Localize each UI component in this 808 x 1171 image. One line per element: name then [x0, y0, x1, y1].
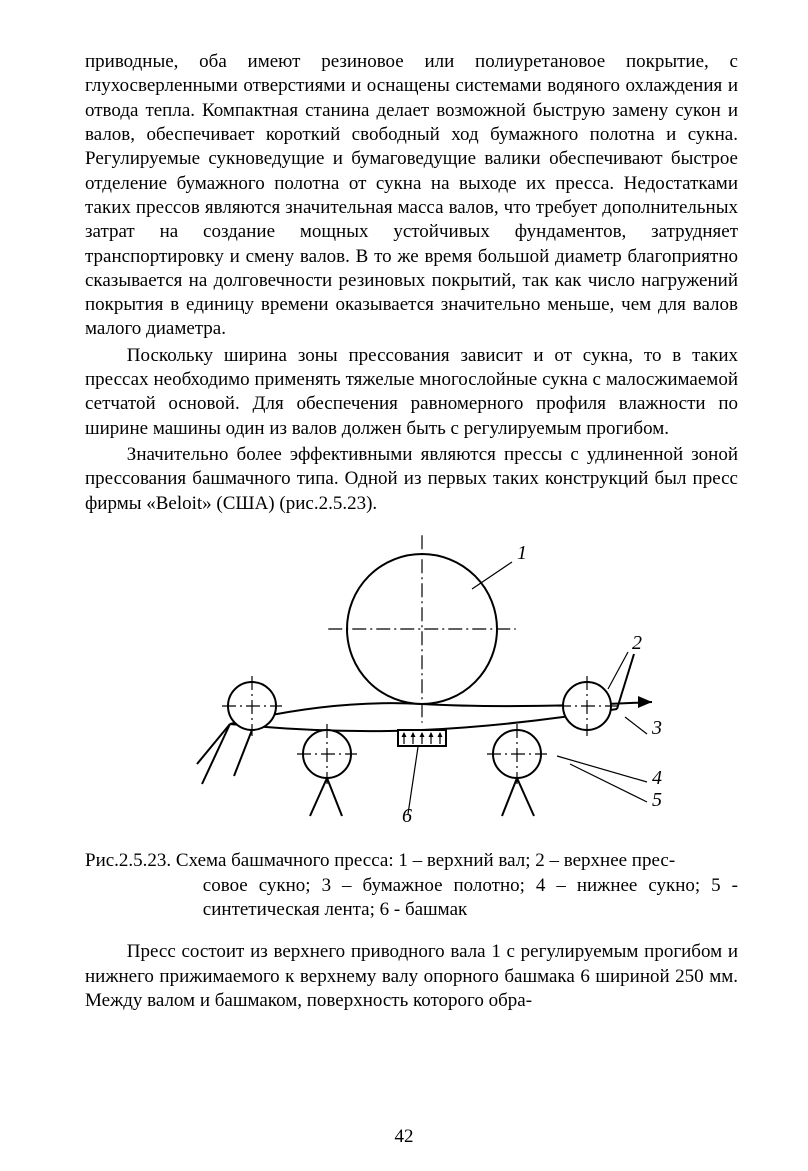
- caption-line-1: Рис.2.5.23. Схема башмачного пресса: 1 –…: [85, 850, 675, 871]
- svg-text:5: 5: [652, 789, 662, 811]
- svg-text:2: 2: [632, 632, 642, 654]
- paragraph-1: приводные, оба имеют резиновое или полиу…: [85, 50, 738, 342]
- svg-text:4: 4: [652, 767, 662, 789]
- paragraph-3: Значительно более эффективными являются …: [85, 443, 738, 516]
- svg-text:3: 3: [651, 717, 662, 739]
- shoe-press-diagram: 1 2 3 45 6: [162, 534, 662, 824]
- figure-caption: Рис.2.5.23. Схема башмачного пресса: 1 –…: [85, 849, 738, 922]
- svg-text:1: 1: [517, 542, 527, 564]
- page-number: 42: [0, 1125, 808, 1149]
- figure-2-5-23: 1 2 3 45 6: [85, 534, 738, 831]
- svg-text:6: 6: [402, 805, 412, 824]
- paragraph-2: Поскольку ширина зоны прессования зависи…: [85, 344, 738, 441]
- caption-line-2: совое сукно; 3 – бумажное полотно; 4 – н…: [85, 874, 738, 923]
- page: приводные, оба имеют резиновое или полиу…: [0, 0, 808, 1171]
- paragraph-4: Пресс состоит из верхнего приводного вал…: [85, 940, 738, 1013]
